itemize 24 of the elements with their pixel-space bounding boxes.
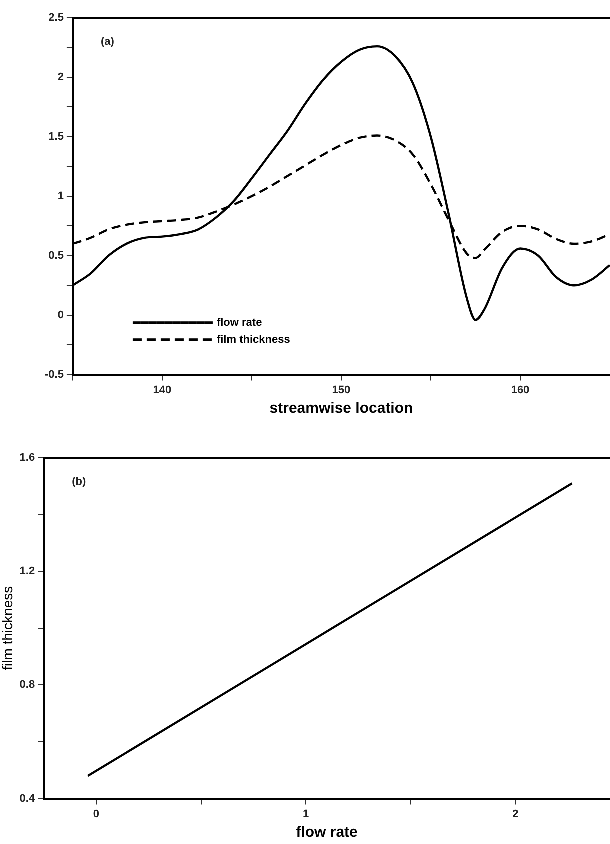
y-tick-label: 2 xyxy=(58,72,64,84)
x-tick-label: 140 xyxy=(153,384,172,396)
y-tick-label: 1.6 xyxy=(20,452,36,464)
y-tick-label: 1.2 xyxy=(20,566,36,578)
y-axis-title: film thickness xyxy=(0,586,16,670)
legend-label: film thickness xyxy=(216,334,290,346)
x-axis-title: flow rate xyxy=(296,824,358,842)
y-tick-label: 0.5 xyxy=(48,250,64,262)
annotation: (a) xyxy=(100,36,115,48)
y-tick-label: 0 xyxy=(58,309,64,322)
legend-label: flow rate xyxy=(216,316,262,329)
y-tick-label: -0.5 xyxy=(44,368,64,381)
y-tick-label: 1 xyxy=(58,190,64,202)
y-tick-label: 0.8 xyxy=(20,679,36,692)
y-tick-label: 2.5 xyxy=(48,12,64,24)
y-tick-label: 1.5 xyxy=(48,130,64,143)
x-tick-label: 1 xyxy=(303,808,310,820)
x-tick-label: 2 xyxy=(512,808,519,820)
annotation: (b) xyxy=(72,476,86,488)
y-tick-label: 0.4 xyxy=(20,792,36,805)
x-tick-label: 160 xyxy=(511,384,530,396)
x-tick-label: 150 xyxy=(332,384,351,396)
x-axis-title: streamwise location xyxy=(270,400,414,418)
x-tick-label: 0 xyxy=(93,808,100,820)
